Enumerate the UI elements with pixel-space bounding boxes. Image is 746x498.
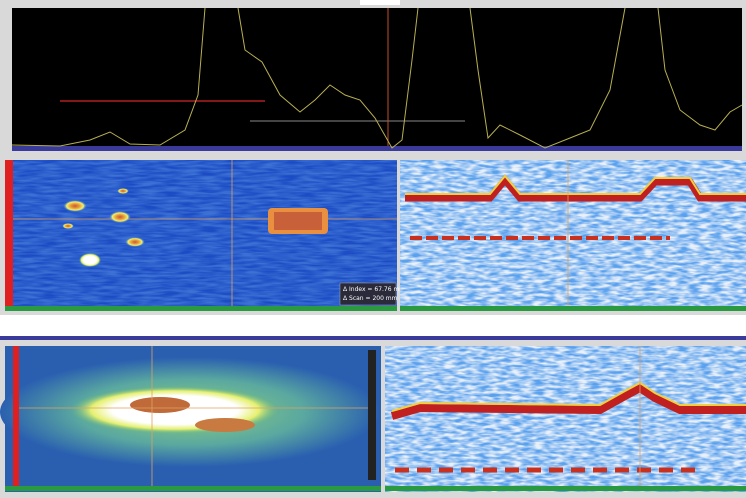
- backwall-echo: [405, 174, 746, 202]
- delta-index: Δ Index = 67.76 mm: [343, 286, 405, 293]
- indication: [62, 223, 74, 229]
- measurement-box: [339, 282, 397, 306]
- a-scan-ruler: [12, 146, 742, 151]
- indication-core: [274, 212, 322, 230]
- delta-scan: Δ Scan = 200 mm: [343, 295, 398, 302]
- backwall-edge: [391, 381, 746, 412]
- indication: [125, 237, 145, 247]
- color-scale: [13, 346, 19, 486]
- c-scan-ruler: [5, 306, 397, 311]
- indication: [117, 188, 129, 194]
- b-scan-ruler: [385, 486, 746, 491]
- palette: [368, 350, 376, 480]
- panel-header: [0, 336, 746, 340]
- indication: [79, 253, 101, 267]
- color-scale: [5, 160, 13, 308]
- backwall-edge: [405, 174, 746, 195]
- title-tab: [360, 0, 400, 5]
- texture: [5, 160, 397, 308]
- indication-core: [195, 418, 255, 432]
- c-scan-ruler: [5, 486, 381, 491]
- indication: [63, 200, 87, 212]
- a-scan-trace: [11, 7, 743, 149]
- a-scan-view: [12, 8, 742, 151]
- indication: [109, 211, 131, 223]
- backwall-echo: [390, 383, 746, 420]
- indication-core: [130, 397, 190, 413]
- b-scan-ruler: [400, 306, 746, 311]
